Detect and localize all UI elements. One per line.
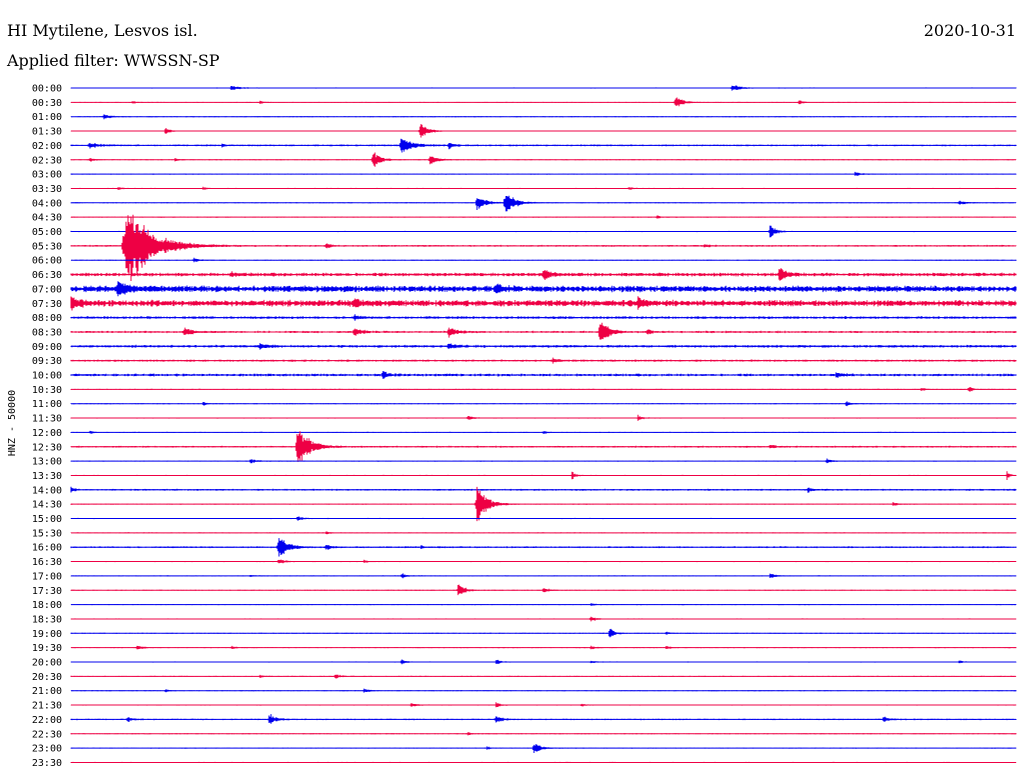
- time-label-1430: 14:30: [32, 500, 62, 511]
- time-label-2130: 21:30: [32, 701, 62, 712]
- time-label-1830: 18:30: [32, 614, 62, 625]
- time-label-2300: 23:00: [32, 744, 62, 755]
- time-label-1330: 13:30: [32, 471, 62, 482]
- time-label-1700: 17:00: [32, 571, 62, 582]
- time-label-1130: 11:30: [32, 414, 62, 425]
- time-label-0330: 03:30: [32, 184, 62, 195]
- time-label-1900: 19:00: [32, 629, 62, 640]
- time-label-1230: 12:30: [32, 442, 62, 453]
- time-label-0300: 03:00: [32, 170, 62, 181]
- trace-0830: [70, 322, 1017, 340]
- station-title: HI Mytilene, Lesvos isl.: [7, 21, 198, 40]
- trace-0400: [70, 195, 1017, 212]
- time-label-0230: 02:30: [32, 155, 62, 166]
- record-date: 2020-10-31: [923, 21, 1016, 40]
- time-label-1630: 16:30: [32, 557, 62, 568]
- time-label-1200: 12:00: [32, 428, 62, 439]
- time-label-0400: 04:00: [32, 198, 62, 209]
- time-label-0900: 09:00: [32, 342, 62, 353]
- time-label-1930: 19:30: [32, 643, 62, 654]
- time-label-1530: 15:30: [32, 528, 62, 539]
- time-label-0730: 07:30: [32, 299, 62, 310]
- time-label-0000: 00:00: [32, 84, 62, 95]
- time-label-group: 00:00 00:30 01:00 01:30 02:00 02:30 03:00 03:30…: [32, 84, 62, 769]
- time-label-0030: 00:30: [32, 98, 62, 109]
- time-label-1400: 14:00: [32, 485, 62, 496]
- time-label-0100: 01:00: [32, 112, 62, 123]
- channel-label: HNZ - 50000: [7, 390, 18, 456]
- time-label-2230: 22:30: [32, 729, 62, 740]
- time-label-0800: 08:00: [32, 313, 62, 324]
- time-label-2330: 23:30: [32, 758, 62, 769]
- time-label-2100: 21:00: [32, 686, 62, 697]
- applied-filter-label: Applied filter: WWSSN-SP: [7, 51, 220, 70]
- time-label-0700: 07:00: [32, 284, 62, 295]
- time-label-1030: 10:30: [32, 385, 62, 396]
- time-label-0200: 02:00: [32, 141, 62, 152]
- time-label-0530: 05:30: [32, 241, 62, 252]
- time-label-2030: 20:30: [32, 672, 62, 683]
- time-label-0830: 08:30: [32, 327, 62, 338]
- time-label-1000: 10:00: [32, 371, 62, 382]
- time-label-0630: 06:30: [32, 270, 62, 281]
- trace-group: [70, 85, 1017, 763]
- time-label-1500: 15:00: [32, 514, 62, 525]
- time-label-1100: 11:00: [32, 399, 62, 410]
- time-label-0600: 06:00: [32, 256, 62, 267]
- time-label-2000: 20:00: [32, 658, 62, 669]
- time-label-1730: 17:30: [32, 586, 62, 597]
- time-label-0930: 09:30: [32, 356, 62, 367]
- time-label-1800: 18:00: [32, 600, 62, 611]
- time-label-2200: 22:00: [32, 715, 62, 726]
- time-label-0500: 05:00: [32, 227, 62, 238]
- time-label-1600: 16:00: [32, 543, 62, 554]
- time-label-1300: 13:00: [32, 457, 62, 468]
- time-label-0430: 04:30: [32, 213, 62, 224]
- time-label-0130: 01:30: [32, 127, 62, 138]
